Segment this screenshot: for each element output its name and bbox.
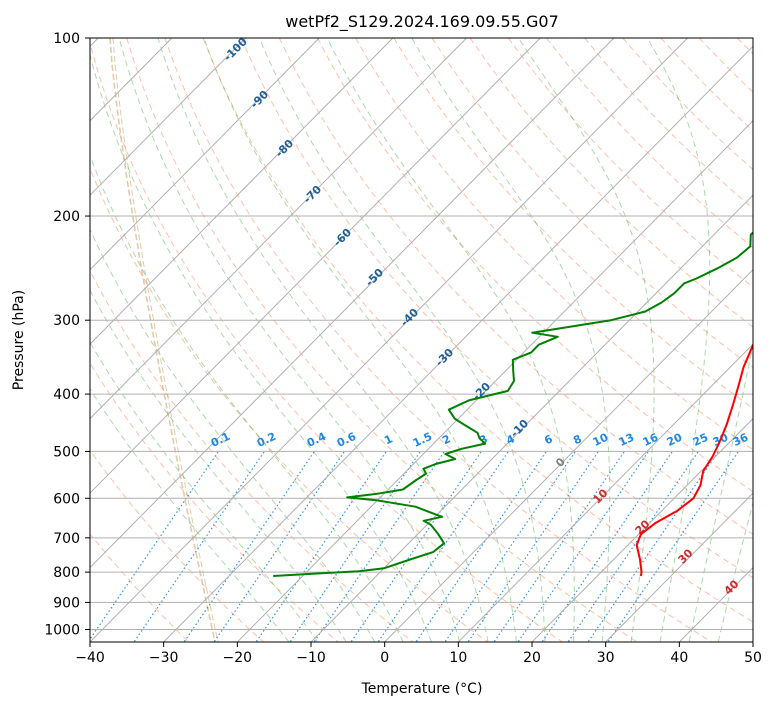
x-tick-label: 50 — [744, 650, 762, 666]
dry-adiabat — [317, 38, 753, 493]
x-axis-label: Temperature (°C) — [361, 681, 483, 697]
moist-adiabat — [90, 387, 290, 642]
x-axis-ticks: −40 −30 −20 −10 0 10 20 30 40 50 — [75, 642, 762, 666]
y-tick-label: 100 — [53, 31, 80, 47]
dewpoint-profile — [273, 231, 753, 577]
x-tick-label: 30 — [597, 650, 615, 666]
moist-adiabats — [90, 38, 753, 642]
x-tick-label: −40 — [75, 650, 105, 666]
x-tick-label: 40 — [670, 650, 688, 666]
dry-adiabat — [202, 38, 753, 623]
boundary-curves — [109, 38, 219, 642]
mixing-ratio-label: 13 — [617, 431, 636, 449]
sounding-series — [273, 231, 753, 577]
dry-adiabat — [90, 41, 563, 642]
dry-adiabat — [126, 38, 638, 642]
isotherm-line — [531, 417, 753, 642]
isotherm-line — [310, 194, 753, 642]
moist-adiabat — [688, 341, 753, 642]
y-tick-label: 900 — [53, 595, 80, 611]
mixing-ratio-label: 16 — [641, 431, 661, 449]
y-tick-label: 300 — [53, 313, 80, 329]
y-tick-label: 1000 — [44, 622, 80, 638]
moist-adiabat — [118, 38, 461, 642]
y-tick-label: 600 — [53, 491, 80, 507]
y-axis-label: Pressure (hPa) — [11, 290, 27, 390]
moist-adiabat — [717, 500, 753, 642]
temperature-profile — [635, 343, 753, 577]
y-tick-label: 200 — [53, 209, 80, 225]
dry-adiabat — [90, 362, 339, 642]
isotherm-line — [236, 120, 753, 642]
moist-adiabat — [203, 38, 517, 642]
isotherm-line — [384, 268, 753, 642]
isotherm-line — [457, 343, 753, 642]
boundary-curve — [109, 38, 216, 642]
y-tick-label: 500 — [53, 444, 80, 460]
isotherm-line — [163, 45, 753, 642]
moist-adiabat — [90, 289, 347, 642]
x-tick-label: 20 — [523, 650, 541, 666]
x-tick-label: 0 — [380, 650, 389, 666]
mixing-ratio-label: 36 — [731, 431, 751, 449]
mixing-ratio-label: 25 — [691, 431, 710, 449]
isotherm-line — [90, 38, 615, 569]
isotherm-line — [90, 38, 467, 420]
chart-title: wetPf2_S129.2024.169.09.55.G07 — [285, 12, 559, 32]
dry-adiabat — [240, 38, 753, 579]
moist-adiabat — [90, 341, 319, 642]
isotherm-line — [90, 38, 394, 345]
boundary-curve — [112, 38, 219, 642]
dry-adiabat — [90, 449, 264, 642]
y-tick-label: 400 — [53, 387, 80, 403]
moist-adiabat — [326, 38, 575, 642]
moist-adiabat — [90, 228, 376, 642]
pressure-gridlines — [90, 38, 753, 630]
dry-adiabat — [469, 38, 753, 328]
y-tick-label: 700 — [53, 531, 80, 547]
dry-adiabat — [164, 38, 712, 642]
moist-adiabat — [90, 154, 404, 642]
dry-adiabat — [507, 38, 753, 288]
isotherm-line — [90, 38, 688, 642]
moist-adiabat — [258, 38, 546, 642]
y-tick-label: 800 — [53, 565, 80, 581]
isotherm-line — [605, 492, 753, 642]
mixing-ratio-label: 20 — [665, 431, 685, 449]
dry-adiabat — [355, 38, 753, 451]
dry-adiabat — [431, 38, 753, 368]
mixing-ratio-label: 10 — [591, 431, 611, 449]
plot-frame — [89, 37, 754, 643]
moist-adiabat — [646, 38, 711, 642]
isotherm-line — [90, 38, 246, 196]
isotherm-line — [90, 38, 541, 494]
dry-adiabat — [278, 38, 753, 535]
y-axis-ticks: 100 200 300 400 500 600 700 800 900 1000 — [44, 31, 90, 638]
x-tick-label: −20 — [223, 650, 253, 666]
plot-background-lines — [90, 38, 753, 642]
dry-adiabats — [90, 38, 753, 642]
isotherm-line — [90, 38, 320, 271]
x-tick-label: −30 — [149, 650, 179, 666]
moist-adiabat — [517, 38, 655, 642]
moist-adiabat — [157, 38, 489, 642]
x-tick-label: −10 — [296, 650, 326, 666]
x-tick-label: 10 — [449, 650, 467, 666]
moist-adiabat — [411, 38, 611, 642]
isotherms — [90, 38, 753, 642]
dry-adiabat — [90, 166, 488, 642]
moist-adiabat — [90, 52, 432, 642]
